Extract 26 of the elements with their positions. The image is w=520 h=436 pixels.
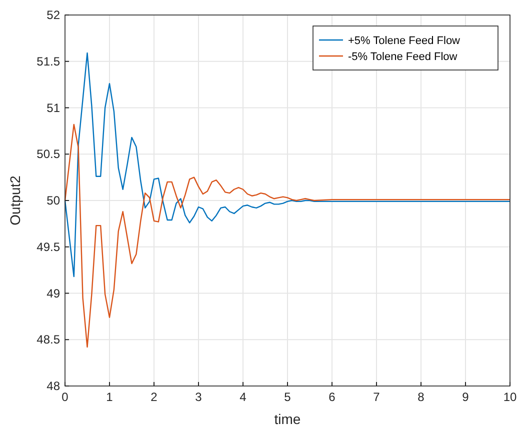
x-tick-label: 10 bbox=[503, 390, 517, 404]
y-tick-label: 52 bbox=[46, 8, 60, 22]
y-tick-label: 51 bbox=[46, 100, 60, 115]
legend-label: -5% Tolene Feed Flow bbox=[348, 51, 458, 63]
y-tick-label: 49 bbox=[46, 286, 60, 300]
y-tick-label: 48 bbox=[46, 379, 60, 393]
x-tick-label: 7 bbox=[373, 390, 380, 404]
x-axis-title: time bbox=[274, 411, 301, 427]
x-tick-label: 9 bbox=[462, 390, 470, 404]
y-tick-label: 49.5 bbox=[36, 240, 60, 254]
y-tick-label: 48.5 bbox=[36, 332, 60, 347]
legend-label: +5% Tolene Feed Flow bbox=[348, 35, 460, 47]
y-tick-label: 50 bbox=[46, 194, 60, 208]
x-tick-label: 4 bbox=[240, 390, 247, 404]
line-series bbox=[64, 52, 511, 278]
x-tick-label: 1 bbox=[106, 390, 114, 404]
y-tick-label: 51.5 bbox=[36, 54, 60, 68]
line-series bbox=[64, 124, 511, 348]
x-tick-label: 0 bbox=[62, 390, 69, 404]
y-tick-label: 50.5 bbox=[36, 147, 60, 162]
x-tick-label: 5 bbox=[284, 390, 292, 404]
x-tick-label: 3 bbox=[195, 390, 202, 404]
x-tick-label: 8 bbox=[418, 390, 425, 404]
x-tick-label: 2 bbox=[150, 390, 158, 404]
x-tick-label: 6 bbox=[328, 390, 336, 404]
y-axis-title: Output2 bbox=[7, 175, 23, 226]
